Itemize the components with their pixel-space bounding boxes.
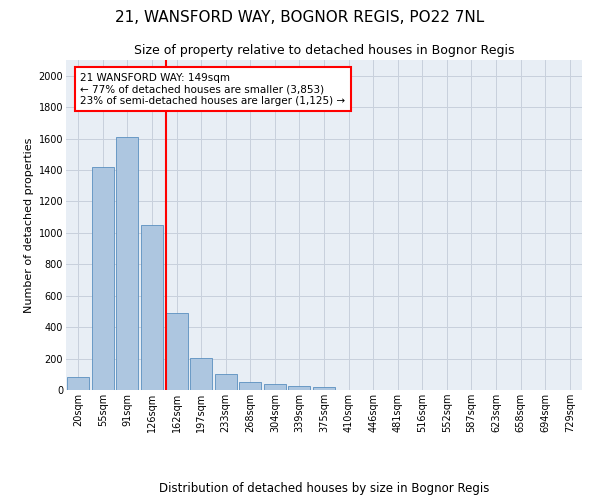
Bar: [166, 313, 188, 390]
Bar: [239, 382, 262, 390]
Bar: [289, 386, 310, 390]
Bar: [67, 378, 89, 390]
Y-axis label: Number of detached properties: Number of detached properties: [25, 138, 34, 312]
Bar: [215, 374, 237, 390]
Bar: [92, 167, 114, 390]
Bar: [313, 387, 335, 390]
Bar: [141, 225, 163, 390]
Text: Distribution of detached houses by size in Bognor Regis: Distribution of detached houses by size …: [159, 482, 489, 495]
Text: 21 WANSFORD WAY: 149sqm
← 77% of detached houses are smaller (3,853)
23% of semi: 21 WANSFORD WAY: 149sqm ← 77% of detache…: [80, 72, 346, 106]
Bar: [264, 384, 286, 390]
Text: 21, WANSFORD WAY, BOGNOR REGIS, PO22 7NL: 21, WANSFORD WAY, BOGNOR REGIS, PO22 7NL: [115, 10, 485, 25]
Bar: [116, 137, 139, 390]
Title: Size of property relative to detached houses in Bognor Regis: Size of property relative to detached ho…: [134, 44, 514, 58]
Bar: [190, 358, 212, 390]
